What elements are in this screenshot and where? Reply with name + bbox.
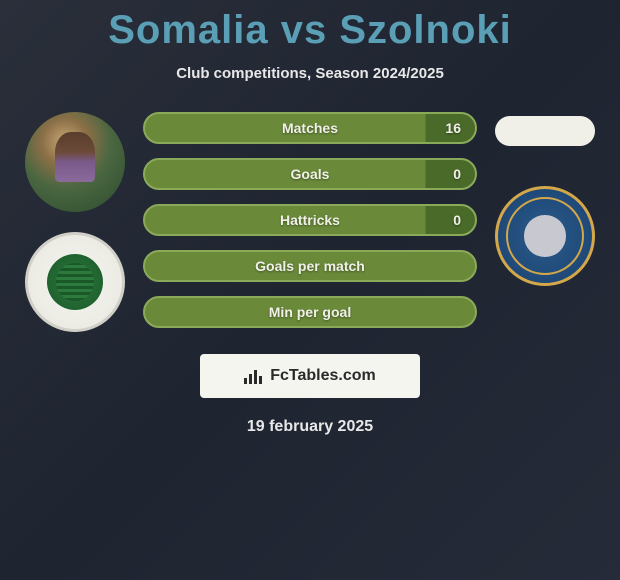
- page-subtitle: Club competitions, Season 2024/2025: [0, 65, 620, 82]
- brand-box[interactable]: FcTables.com: [200, 354, 420, 398]
- brand-text: FcTables.com: [270, 367, 376, 385]
- stat-label: Hattricks: [280, 212, 340, 228]
- stat-value: 16: [445, 120, 461, 136]
- stat-bar-goals-per-match: Goals per match: [143, 250, 477, 282]
- player-placeholder-right: [495, 116, 595, 146]
- stats-column: Matches 16 Goals 0 Hattricks 0 Goals per…: [135, 112, 485, 328]
- right-column: [485, 112, 605, 286]
- page-title: Somalia vs Szolnoki: [0, 0, 620, 53]
- stat-label: Goals per match: [255, 258, 365, 274]
- stat-value: 0: [453, 212, 461, 228]
- club-badge-right: [495, 186, 595, 286]
- stat-value: 0: [453, 166, 461, 182]
- stat-bar-min-per-goal: Min per goal: [143, 296, 477, 328]
- footer-date: 19 february 2025: [0, 418, 620, 436]
- stat-label: Matches: [282, 120, 338, 136]
- left-column: [15, 112, 135, 332]
- stat-bar-matches: Matches 16: [143, 112, 477, 144]
- club-badge-left: [25, 232, 125, 332]
- stat-label: Min per goal: [269, 304, 351, 320]
- stat-bar-hattricks: Hattricks 0: [143, 204, 477, 236]
- player-photo-left: [25, 112, 125, 212]
- stat-bar-goals: Goals 0: [143, 158, 477, 190]
- stat-label: Goals: [291, 166, 330, 182]
- main-content: Matches 16 Goals 0 Hattricks 0 Goals per…: [0, 112, 620, 332]
- chart-icon: [244, 368, 264, 384]
